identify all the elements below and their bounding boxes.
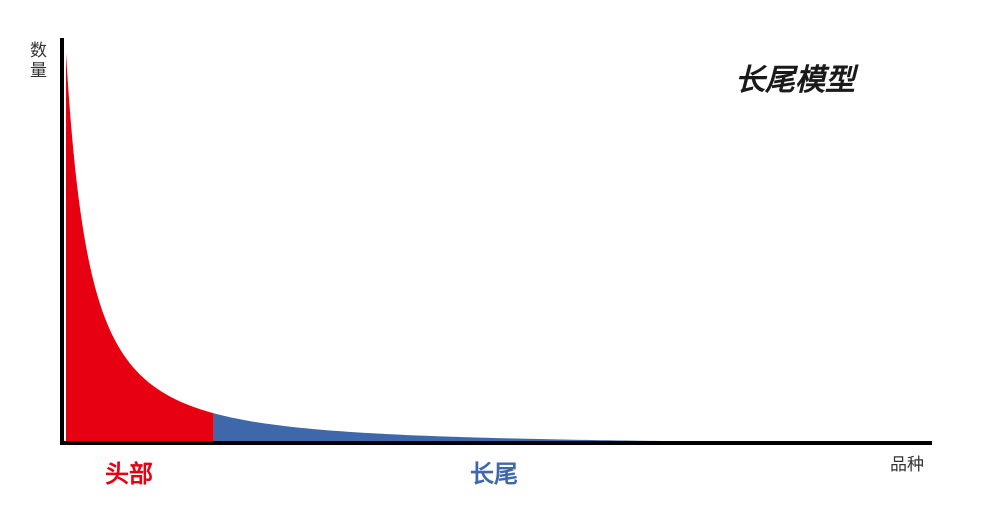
y-axis-label-char: 数 [30, 41, 47, 61]
x-axis-label: 品种 [890, 455, 924, 475]
chart-title: 长尾模型 [735, 63, 859, 98]
tail-region-area [213, 413, 910, 443]
head-region-area [66, 53, 214, 443]
y-axis-label-char: 量 [30, 61, 47, 81]
head-region-label: 头部 [105, 460, 153, 488]
y-axis-label: 数量 [30, 41, 47, 81]
tail-region-label: 长尾 [470, 460, 518, 488]
